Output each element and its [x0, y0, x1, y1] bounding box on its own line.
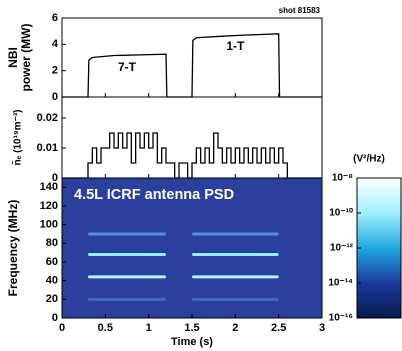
colorbar — [356, 177, 402, 319]
psd-band — [192, 253, 279, 257]
y-axis-label: power (MW) — [19, 24, 33, 92]
nbi-label: 1-T — [226, 39, 245, 53]
y-tick-label: 140 — [40, 181, 58, 193]
y-tick-label: 0.02 — [37, 112, 58, 124]
psd-band — [88, 232, 166, 236]
x-axis-label: Time (s) — [171, 336, 213, 348]
x-tick-label: 2 — [232, 322, 238, 334]
x-tick-label: 0.5 — [98, 322, 113, 334]
y-tick-label: 20 — [46, 293, 58, 305]
colorbar-tick-label: 10⁻¹² — [330, 243, 354, 254]
y-tick-label: 6 — [52, 12, 58, 24]
psd-band — [192, 232, 279, 236]
nbi-label: 7-T — [118, 60, 137, 74]
x-tick-label: 0 — [59, 322, 65, 334]
y-tick-label: 0 — [52, 172, 58, 184]
y-tick-label: 0 — [52, 312, 58, 324]
y-tick-label: 4 — [52, 38, 59, 50]
y-tick-label: 2 — [52, 65, 58, 77]
colorbar-tick-label: 10⁻¹⁴ — [328, 278, 353, 289]
y-tick-label: 0 — [52, 91, 58, 103]
nbi-line — [62, 33, 322, 98]
colorbar-label: (V²/Hz) — [353, 154, 385, 165]
y-axis-label: NBI — [6, 47, 20, 68]
colorbar-tick-label: 10⁻¹⁶ — [329, 313, 353, 324]
x-tick-label: 2.5 — [271, 322, 286, 334]
spectrogram-background — [62, 178, 322, 318]
psd-band — [88, 275, 166, 279]
x-tick-label: 1.5 — [184, 322, 199, 334]
y-tick-label: 60 — [46, 256, 58, 268]
psd-band — [88, 253, 166, 257]
psd-band — [192, 297, 279, 301]
colorbar-tick-label: 10⁻¹⁰ — [329, 208, 353, 219]
y-tick-label: 40 — [46, 275, 58, 287]
y-tick-label: 100 — [40, 219, 58, 231]
y-tick-label: 80 — [46, 237, 58, 249]
psd-band — [88, 297, 166, 301]
colorbar-tick-label: 10⁻⁸ — [332, 173, 353, 184]
spectrogram-title: 4.5L ICRF antenna PSD — [74, 187, 234, 203]
density-line — [62, 132, 322, 179]
y-tick-label: 0.01 — [37, 142, 58, 154]
x-tick-label: 1 — [146, 322, 152, 334]
x-tick-label: 3 — [319, 322, 325, 334]
y-axis-label: n̄ₑ (10¹⁹m⁻³) — [11, 109, 23, 165]
shot-label: shot 81583 — [279, 6, 321, 15]
y-axis-label: Frequency (MHz) — [6, 200, 20, 297]
psd-band — [192, 275, 279, 279]
y-tick-label: 120 — [40, 200, 58, 212]
